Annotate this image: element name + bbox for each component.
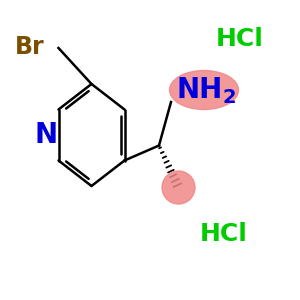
Text: NH: NH: [176, 76, 223, 104]
Text: HCl: HCl: [200, 222, 247, 246]
Text: 2: 2: [223, 88, 236, 107]
Ellipse shape: [169, 70, 238, 110]
Circle shape: [162, 171, 195, 204]
Text: Br: Br: [15, 34, 45, 58]
Text: N: N: [35, 121, 58, 149]
Text: HCl: HCl: [216, 27, 264, 51]
